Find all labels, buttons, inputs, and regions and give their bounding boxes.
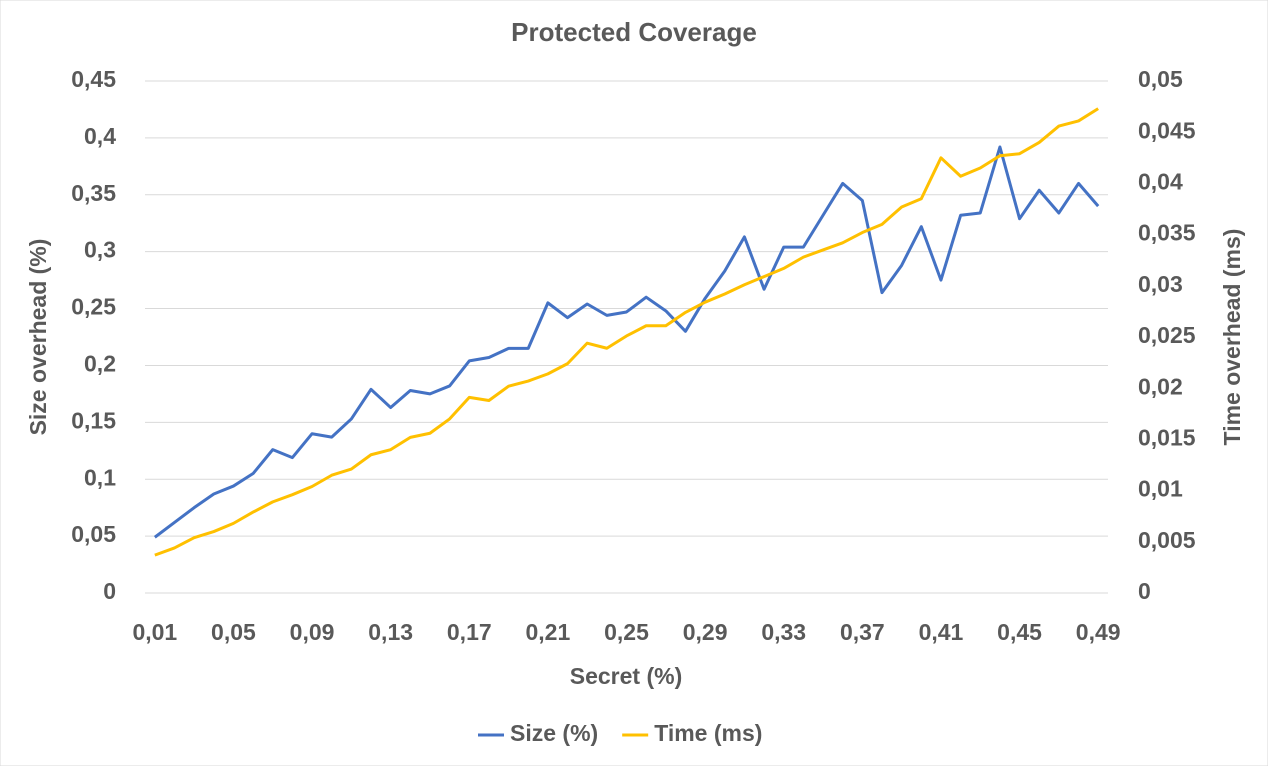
series-line — [154, 107, 1099, 557]
x-tick-label: 0,25 — [604, 619, 649, 645]
x-tick-label: 0,41 — [919, 619, 964, 645]
x-tick-label: 0,13 — [368, 619, 413, 645]
x-tick-label: 0,29 — [683, 619, 728, 645]
y-tick-label: 0,4 — [84, 123, 116, 149]
y2-tick-label: 0,03 — [1138, 271, 1183, 297]
x-tick-label: 0,49 — [1076, 619, 1121, 645]
x-tick-label: 0,33 — [761, 619, 806, 645]
y2-tick-label: 0,045 — [1138, 117, 1196, 143]
y-tick-label: 0,35 — [71, 180, 116, 206]
y2-tick-label: 0,04 — [1138, 168, 1183, 194]
y-tick-label: 0,05 — [71, 521, 116, 547]
x-tick-label: 0,05 — [211, 619, 256, 645]
x-tick-label: 0,21 — [526, 619, 571, 645]
y2-axis-title: Time overhead (ms) — [1219, 229, 1245, 446]
y-tick-label: 0,25 — [71, 294, 116, 320]
y2-tick-label: 0 — [1138, 578, 1151, 604]
y2-tick-label: 0,01 — [1138, 476, 1183, 502]
y2-tick-label: 0,025 — [1138, 322, 1196, 348]
y-tick-label: 0,45 — [71, 66, 116, 92]
x-tick-label: 0,09 — [290, 619, 335, 645]
y2-tick-label: 0,05 — [1138, 66, 1183, 92]
series-line — [153, 145, 1100, 539]
x-axis-title: Secret (%) — [570, 663, 682, 689]
x-tick-label: 0,37 — [840, 619, 885, 645]
x-tick-label: 0,01 — [132, 619, 177, 645]
y2-tick-label: 0,005 — [1138, 527, 1196, 553]
legend-label: Size (%) — [510, 720, 598, 746]
y-tick-label: 0,1 — [84, 464, 116, 490]
y-axis-title: Size overhead (%) — [25, 239, 51, 436]
y2-tick-label: 0,015 — [1138, 424, 1196, 450]
x-tick-label: 0,45 — [997, 619, 1042, 645]
y-tick-label: 0,15 — [71, 407, 116, 433]
x-tick-label: 0,17 — [447, 619, 492, 645]
chart-title: Protected Coverage — [511, 17, 757, 47]
y2-tick-label: 0,02 — [1138, 373, 1183, 399]
legend-label: Time (ms) — [654, 720, 762, 746]
y-tick-label: 0,2 — [84, 351, 116, 377]
y2-tick-label: 0,035 — [1138, 220, 1196, 246]
y-tick-label: 0 — [103, 578, 116, 604]
y-tick-label: 0,3 — [84, 237, 116, 263]
